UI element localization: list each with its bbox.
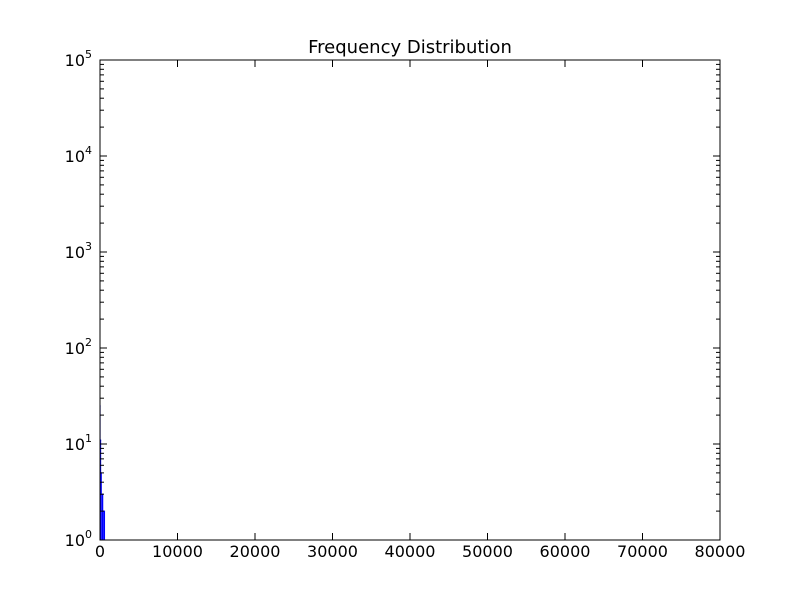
- histogram-bar: [101, 472, 102, 540]
- x-tick-label: 0: [95, 542, 105, 561]
- x-tick-label: 70000: [617, 542, 668, 561]
- x-tick-label: 50000: [462, 542, 513, 561]
- x-tick-label: 30000: [307, 542, 358, 561]
- chart-title: Frequency Distribution: [308, 37, 512, 58]
- y-tick-label: 101: [65, 432, 92, 454]
- histogram-bar: [101, 494, 104, 540]
- bars-layer: [100, 405, 665, 541]
- y-tick-label: 103: [65, 240, 92, 262]
- plot-frame: [99, 59, 721, 541]
- histogram-bar: [103, 511, 106, 540]
- histogram-bar: [100, 440, 102, 540]
- x-tick-label: 80000: [695, 542, 746, 561]
- x-tick-label: 20000: [230, 542, 281, 561]
- y-tick-label: 105: [65, 48, 92, 70]
- x-tick-label: 10000: [152, 542, 203, 561]
- y-tick-label: 100: [65, 528, 92, 550]
- x-tick-label: 60000: [540, 542, 591, 561]
- y-tick-label: 104: [65, 144, 92, 166]
- x-tick-label: 40000: [385, 542, 436, 561]
- ticks-layer: 0 10000 20000 30000 40000 50000 60000 70000 8000…: [65, 48, 746, 561]
- y-tick-label: 102: [65, 336, 92, 358]
